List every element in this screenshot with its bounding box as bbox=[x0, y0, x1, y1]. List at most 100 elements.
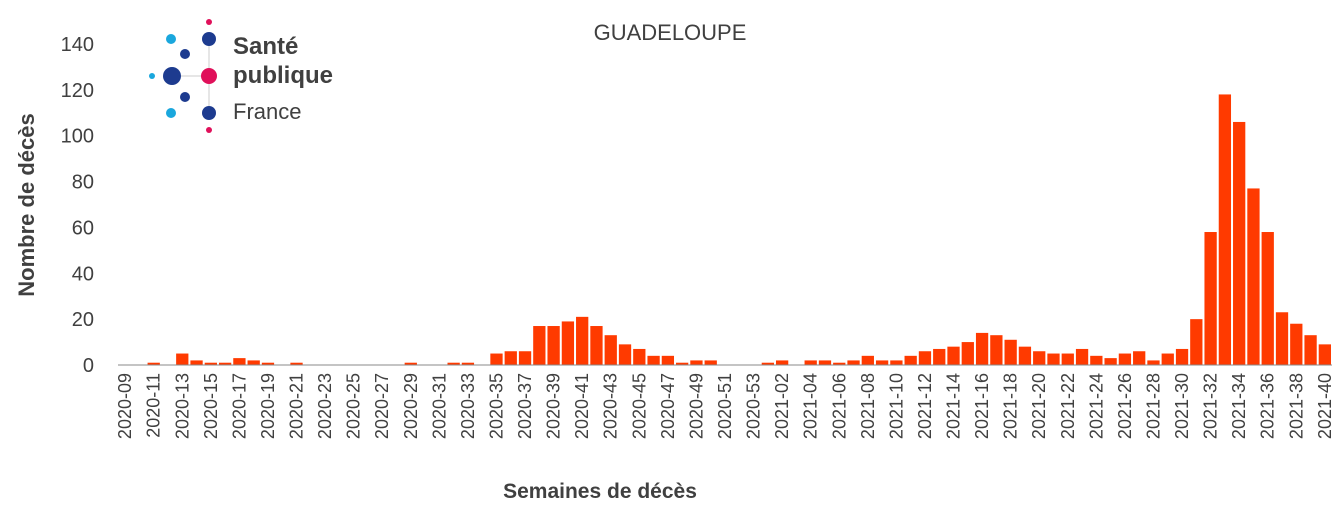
x-tick-label: 2020-45 bbox=[629, 373, 649, 439]
bar bbox=[1290, 323, 1303, 365]
bar bbox=[1133, 351, 1146, 365]
bar bbox=[247, 360, 260, 365]
bar bbox=[933, 348, 946, 365]
x-tick-label: 2020-47 bbox=[658, 373, 678, 439]
bar bbox=[1233, 121, 1246, 365]
bar bbox=[833, 362, 846, 365]
bar bbox=[504, 351, 517, 365]
x-tick-label: 2021-02 bbox=[772, 373, 792, 439]
y-axis-title: Nombre de décès bbox=[14, 113, 39, 296]
x-tick-label: 2020-19 bbox=[258, 373, 278, 439]
logo-dot bbox=[163, 67, 181, 85]
bar bbox=[1061, 353, 1074, 365]
x-tick-label: 2020-35 bbox=[486, 373, 506, 439]
bar bbox=[618, 344, 632, 365]
logo-text: Santé bbox=[233, 33, 298, 60]
y-tick-label: 60 bbox=[72, 217, 94, 239]
x-tick-label: 2021-22 bbox=[1058, 373, 1078, 439]
bar bbox=[1018, 346, 1032, 365]
bar bbox=[647, 355, 660, 365]
y-tick-label: 40 bbox=[72, 263, 94, 285]
x-tick-label: 2020-17 bbox=[229, 373, 249, 439]
x-tick-label: 2021-04 bbox=[801, 373, 821, 439]
x-tick-label: 2020-49 bbox=[686, 373, 706, 439]
x-tick-label: 2020-11 bbox=[144, 373, 164, 438]
logo-dot bbox=[201, 68, 217, 84]
bar bbox=[961, 342, 974, 365]
x-tick-label: 2020-25 bbox=[344, 373, 364, 439]
bar bbox=[447, 362, 460, 365]
bar bbox=[1190, 319, 1203, 365]
chart-title: GUADELOUPE bbox=[594, 20, 747, 45]
x-tick-label: 2021-40 bbox=[1315, 373, 1335, 439]
bar bbox=[1047, 353, 1060, 365]
logo-text: France bbox=[233, 99, 301, 124]
bar bbox=[1204, 232, 1217, 365]
x-tick-label: 2021-34 bbox=[1229, 373, 1249, 439]
bar bbox=[676, 362, 689, 365]
y-tick-label: 20 bbox=[72, 309, 94, 331]
bar bbox=[1247, 188, 1260, 365]
y-tick-label: 100 bbox=[61, 126, 94, 148]
bar bbox=[661, 355, 675, 365]
bar bbox=[761, 362, 774, 365]
bar bbox=[1004, 339, 1017, 365]
bar bbox=[1104, 358, 1117, 365]
logo-dot bbox=[206, 127, 212, 133]
x-tick-label: 2020-09 bbox=[115, 373, 135, 439]
x-tick-label: 2020-21 bbox=[287, 373, 307, 439]
x-tick-label: 2021-16 bbox=[972, 373, 992, 439]
x-tick-label: 2021-28 bbox=[1143, 373, 1163, 439]
x-tick-label: 2021-30 bbox=[1172, 373, 1192, 439]
bar bbox=[861, 355, 874, 365]
bar bbox=[261, 362, 275, 365]
logo-dot bbox=[149, 73, 155, 79]
x-tick-label: 2020-37 bbox=[515, 373, 535, 439]
x-tick-label: 2021-18 bbox=[1001, 373, 1021, 439]
bar bbox=[576, 316, 589, 365]
y-tick-label: 0 bbox=[83, 355, 94, 377]
x-tick-label: 2021-38 bbox=[1286, 373, 1306, 439]
bar bbox=[804, 360, 817, 365]
y-tick-label: 140 bbox=[61, 34, 94, 56]
x-tick-label: 2021-26 bbox=[1115, 373, 1135, 439]
x-tick-label: 2020-27 bbox=[372, 373, 392, 439]
bar bbox=[233, 358, 246, 365]
x-tick-label: 2020-41 bbox=[572, 373, 592, 439]
x-tick-label: 2020-33 bbox=[458, 373, 478, 439]
bar bbox=[533, 326, 546, 365]
bar bbox=[490, 353, 503, 365]
logo-text: publique bbox=[233, 62, 333, 89]
x-tick-label: 2021-24 bbox=[1086, 373, 1106, 439]
bar bbox=[1147, 360, 1160, 365]
bar bbox=[1175, 348, 1189, 365]
bar bbox=[1118, 353, 1132, 365]
x-tick-label: 2020-23 bbox=[315, 373, 335, 439]
y-tick-label: 80 bbox=[72, 172, 94, 194]
bar bbox=[904, 355, 917, 365]
x-tick-label: 2021-32 bbox=[1201, 373, 1221, 439]
bar bbox=[633, 348, 646, 365]
bar bbox=[1318, 344, 1332, 365]
bar bbox=[547, 326, 560, 365]
bar bbox=[1275, 312, 1289, 365]
bar bbox=[147, 362, 160, 365]
bar bbox=[847, 360, 860, 365]
bar bbox=[1261, 232, 1274, 365]
x-tick-label: 2020-53 bbox=[744, 373, 764, 439]
x-tick-label: 2020-51 bbox=[715, 373, 735, 439]
x-tick-label: 2020-39 bbox=[544, 373, 564, 439]
bar bbox=[1075, 348, 1089, 365]
bar bbox=[604, 335, 617, 365]
logo-dot bbox=[166, 34, 176, 44]
x-tick-label: 2021-36 bbox=[1258, 373, 1278, 439]
bar bbox=[204, 362, 217, 365]
logo-dot bbox=[202, 32, 216, 46]
x-axis-title: Semaines de décès bbox=[503, 480, 697, 503]
bar bbox=[704, 360, 717, 365]
bar bbox=[918, 351, 932, 365]
bar bbox=[690, 360, 703, 365]
bar bbox=[590, 326, 603, 365]
logo-dot bbox=[206, 19, 212, 25]
